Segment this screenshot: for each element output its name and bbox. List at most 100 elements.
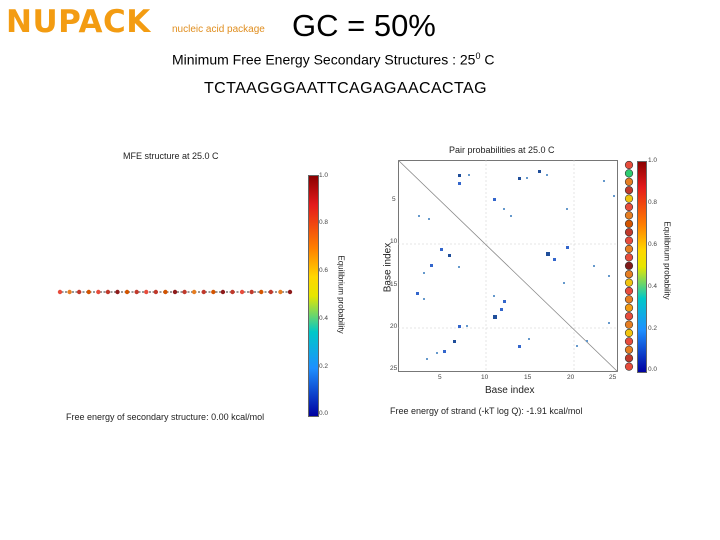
unpaired-circle [624, 312, 634, 321]
mfe-colorbar-tick: 0.8 [319, 219, 329, 226]
unpaired-circle [624, 270, 634, 279]
pp-y-tick: 25 [390, 365, 398, 372]
mfe-node [259, 289, 264, 295]
nupack-logo: NUPACK [6, 4, 151, 40]
slide-title: GC = 50% [292, 8, 436, 43]
mfe-node [239, 289, 245, 295]
subtitle-text: Minimum Free Energy Secondary Structures… [172, 51, 476, 68]
pp-dot [563, 282, 565, 284]
pp-dot [546, 174, 548, 176]
unpaired-circle [624, 160, 634, 170]
pp-dot [430, 264, 433, 267]
mfe-node [105, 289, 111, 295]
pp-dot [586, 340, 588, 342]
mfe-node [211, 289, 216, 295]
pp-colorbar-tick: 0.4 [648, 283, 658, 290]
pp-dot [493, 198, 496, 201]
pp-dot [518, 177, 521, 180]
pp-dot [440, 248, 443, 251]
unpaired-circles [624, 160, 634, 371]
unpaired-circle [624, 261, 634, 270]
mfe-node [201, 289, 206, 295]
mfe-node [96, 289, 101, 295]
pp-diagonal [398, 160, 618, 372]
mfe-node [67, 289, 72, 295]
pp-dot [466, 325, 468, 327]
unpaired-circle [624, 253, 634, 262]
unpaired-circle [624, 177, 634, 186]
unpaired-circle [624, 320, 634, 329]
pp-dot [416, 292, 419, 295]
mfe-colorbar-tick: 0.6 [319, 267, 329, 274]
mfe-node [57, 289, 63, 295]
pp-dot [418, 215, 420, 217]
mfe-node [182, 289, 187, 295]
unpaired-circle [624, 202, 634, 212]
pp-dot [526, 177, 528, 179]
unpaired-probability-column [624, 160, 634, 371]
unpaired-circle [624, 362, 634, 371]
pp-dot [493, 295, 495, 297]
pp-dot [423, 298, 425, 300]
pp-dot [503, 208, 505, 210]
mfe-node [76, 289, 82, 295]
pp-y-tick: 5 [392, 196, 396, 203]
unpaired-circle [624, 295, 634, 304]
pp-dot [603, 180, 605, 182]
pp-x-tick: 15 [524, 374, 532, 381]
mfe-node [220, 289, 226, 295]
mfe-node [287, 289, 293, 295]
pp-dot [518, 345, 521, 348]
mfe-node [144, 289, 149, 295]
pp-dot [458, 182, 461, 185]
unpaired-circle [624, 337, 634, 346]
mfe-node [268, 289, 274, 295]
pp-colorbar-tick: 0.0 [648, 366, 658, 373]
pp-dot [593, 265, 595, 267]
pp-dot [468, 174, 470, 176]
mfe-panel-title: MFE structure at 25.0 C [123, 151, 219, 161]
mfe-node [124, 289, 130, 295]
pp-colorbar-tick: 0.6 [648, 241, 658, 248]
pp-colorbar-tick: 0.8 [648, 199, 658, 206]
pp-panel-title: Pair probabilities at 25.0 C [449, 145, 555, 155]
unpaired-circle [624, 219, 634, 228]
pp-x-tick: 5 [438, 374, 442, 381]
mfe-node [230, 289, 235, 295]
pp-dot [546, 252, 550, 256]
subtitle-unit: C [480, 51, 495, 68]
unpaired-circle [624, 228, 634, 237]
pp-dot [528, 338, 530, 340]
pp-y-tick: 20 [390, 323, 398, 330]
unpaired-circle [624, 278, 634, 287]
mfe-node [86, 289, 91, 295]
pp-colorbar-label: Equilibrium probability [662, 221, 672, 300]
pp-ylabel: Base index [382, 242, 394, 293]
pp-dot [458, 174, 461, 177]
pp-dot [613, 195, 615, 197]
pp-colorbar [637, 161, 647, 373]
pp-free-energy: Free energy of strand (-kT log Q): -1.91… [390, 406, 583, 416]
pp-x-tick: 25 [609, 374, 617, 381]
mfe-structure-diagram [57, 289, 293, 295]
pp-dot [510, 215, 512, 217]
unpaired-circle [624, 328, 634, 338]
dna-sequence: TCTAAGGGAATTCAGAGAACACTAG [204, 80, 487, 97]
unpaired-circle [624, 354, 634, 363]
pp-dot [458, 266, 460, 268]
mfe-colorbar-tick: 0.2 [319, 363, 329, 370]
mfe-node [163, 289, 168, 295]
unpaired-circle [624, 211, 634, 220]
mfe-colorbar-tick: 1.0 [319, 172, 329, 179]
pp-dot [566, 246, 569, 249]
mfe-node [278, 289, 283, 295]
unpaired-circle [624, 169, 634, 178]
unpaired-circle [624, 186, 634, 195]
mfe-node [115, 289, 120, 295]
mfe-colorbar-tick: 0.0 [319, 410, 329, 417]
pp-y-tick: 15 [390, 281, 398, 288]
pp-dot [553, 258, 556, 261]
pp-dot [443, 350, 446, 353]
mfe-colorbar-tick: 0.4 [319, 315, 329, 322]
unpaired-circle [624, 194, 634, 203]
